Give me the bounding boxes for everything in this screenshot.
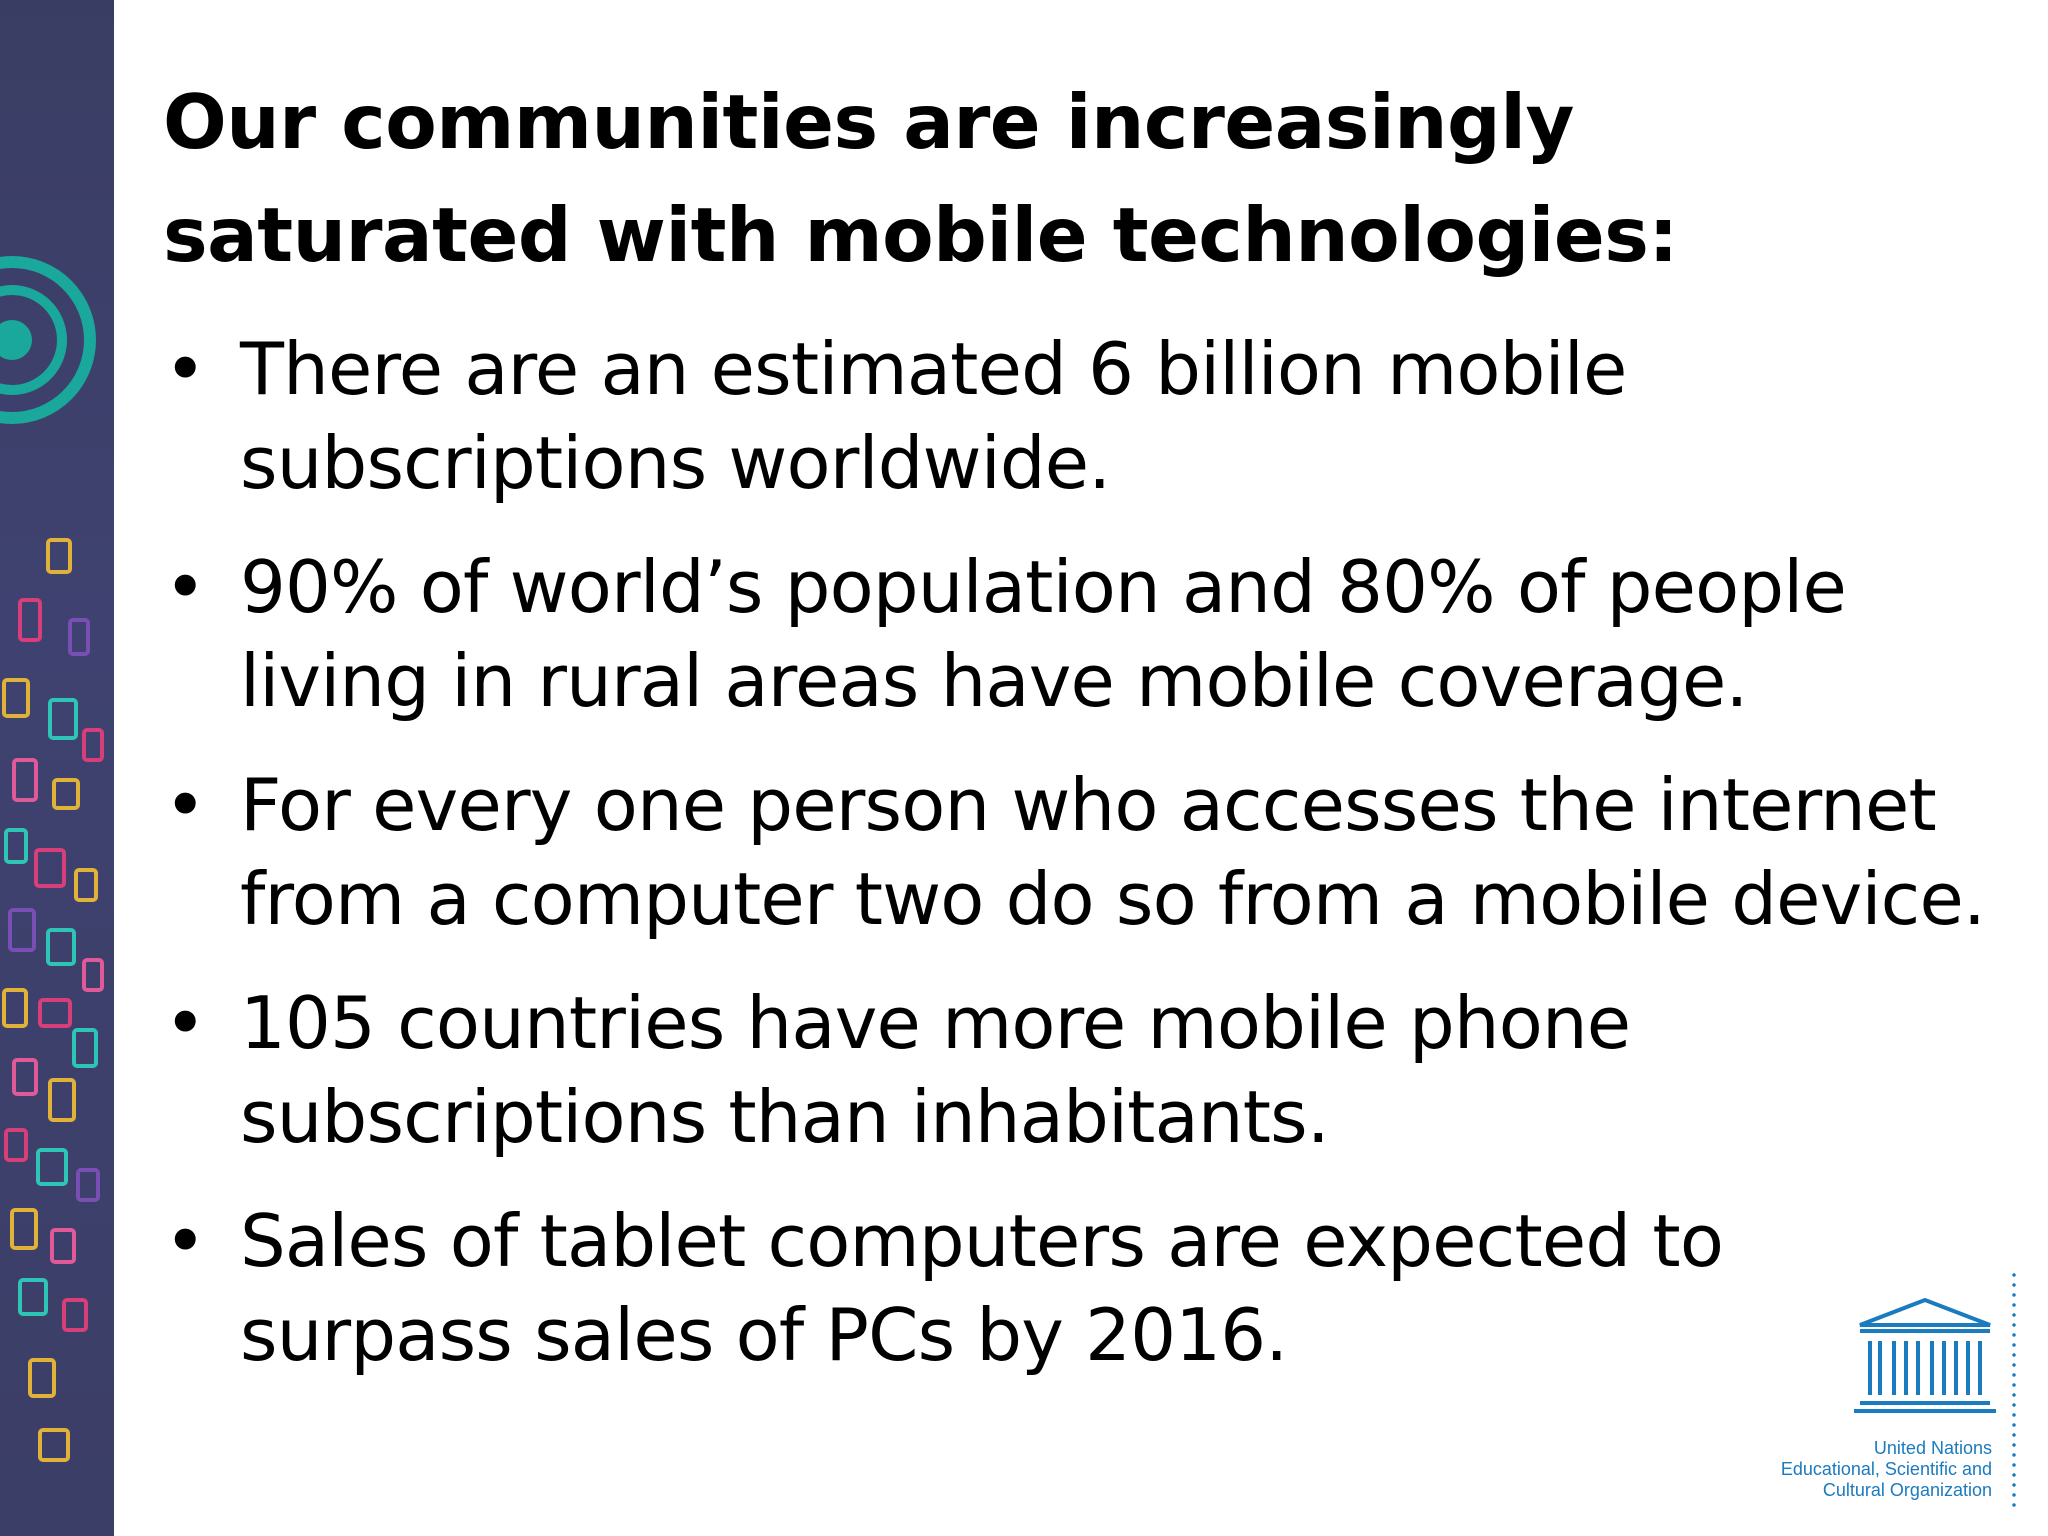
slide-title: Our communities are increasingly saturat…: [163, 78, 1678, 279]
unesco-caption-line: Educational, Scientific and: [1780, 1459, 1992, 1479]
bullet-item: • 105 countries have more mobile phone s…: [160, 976, 2000, 1164]
bullet-item: • 90% of world’s population and 80% of p…: [160, 540, 2000, 728]
decorative-side-band: [0, 0, 114, 1536]
bullet-item: • For every one person who accesses the …: [160, 758, 2000, 946]
bullet-icon: •: [164, 327, 206, 411]
bullet-icon: •: [164, 545, 206, 629]
bullet-icon: •: [164, 763, 206, 847]
unesco-caption-line: United Nations: [1873, 1438, 1992, 1458]
unesco-caption: United Nations Educational, Scientific a…: [1781, 1438, 1992, 1501]
unesco-logo: United Nations Educational, Scientific a…: [1760, 1270, 2030, 1520]
bullet-text: For every one person who accesses the in…: [240, 763, 1986, 941]
mobile-phones-pattern-icon: [0, 256, 104, 1462]
bullet-list: • There are an estimated 6 billion mobil…: [160, 322, 2000, 1412]
bullet-icon: •: [164, 1199, 206, 1283]
bullet-text: There are an estimated 6 billion mobile …: [240, 327, 1627, 505]
bullet-text: 105 countries have more mobile phone sub…: [240, 981, 1631, 1159]
bullet-text: 90% of world’s population and 80% of peo…: [240, 545, 1847, 723]
bullet-text: Sales of tablet computers are expected t…: [240, 1199, 1724, 1377]
dotted-divider: [2012, 1270, 2016, 1510]
bullet-item: • There are an estimated 6 billion mobil…: [160, 322, 2000, 510]
bullet-icon: •: [164, 981, 206, 1065]
bullet-item: • Sales of tablet computers are expected…: [160, 1194, 2000, 1382]
unesco-temple-icon: [1854, 1297, 1996, 1413]
unesco-caption-line: Cultural Organization: [1822, 1480, 1992, 1500]
